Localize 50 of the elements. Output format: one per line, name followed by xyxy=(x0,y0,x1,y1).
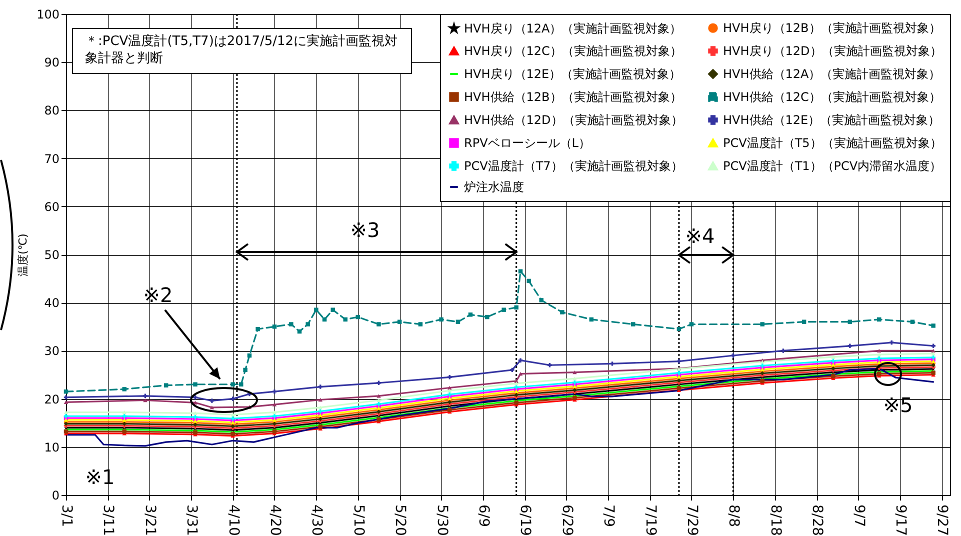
y-tick-label: 100 xyxy=(36,8,60,22)
y-tick-label: 20 xyxy=(44,392,60,406)
x-tick-label: 8/28 xyxy=(809,504,826,536)
y-tick-label: 40 xyxy=(44,296,60,310)
legend-label: HVH戻り（12A）（実施計画監視対象） xyxy=(464,21,682,36)
legend-label: PCV温度計（T1）（PCV内滞留水温度） xyxy=(723,159,942,173)
x-tick-label: 9/27 xyxy=(934,504,950,536)
y-tick-label: 60 xyxy=(44,200,60,214)
x-tick-label: 5/30 xyxy=(434,504,450,536)
legend-label: HVH供給（12D）（実施計画監視対象） xyxy=(464,113,683,127)
x-tick-label: 7/29 xyxy=(684,504,700,536)
x-tick-label: 6/19 xyxy=(517,504,534,536)
y-tick-label: 10 xyxy=(44,440,60,454)
legend-label: HVH戻り（12D）（実施計画監視対象） xyxy=(723,44,942,58)
legend-label: RPVベローシール（L） xyxy=(464,136,590,150)
legend-label: HVH戻り（12C）（実施計画監視対象） xyxy=(464,44,682,58)
y-tick-label: 0 xyxy=(52,488,60,502)
legend-label: PCV温度計（T5）（実施計画監視対象） xyxy=(723,136,942,150)
x-tick-label: 9/7 xyxy=(850,504,867,528)
y-tick-label: 80 xyxy=(44,104,60,118)
y-tick-label: 30 xyxy=(44,344,60,358)
x-tick-label: 7/19 xyxy=(642,504,658,536)
x-tick-label: 4/20 xyxy=(266,504,283,536)
y-tick-label: 50 xyxy=(44,248,60,262)
legend-label: HVH戻り（12E）（実施計画監視対象） xyxy=(464,67,682,81)
x-tick-label: 7/9 xyxy=(600,504,617,528)
x-tick-label: 6/29 xyxy=(558,504,575,536)
x-tick-label: 5/10 xyxy=(350,504,366,536)
legend-label: HVH供給（12C）（実施計画監視対象） xyxy=(723,90,941,104)
x-tick-label: 8/8 xyxy=(726,504,742,528)
legend-label: HVH供給（12E）（実施計画監視対象） xyxy=(723,113,940,127)
y-tick-label: 70 xyxy=(44,152,60,166)
x-tick-label: 5/20 xyxy=(392,504,408,536)
x-tick-label: 3/1 xyxy=(58,504,74,528)
x-tick-label: 3/31 xyxy=(184,504,200,536)
x-tick-label: 3/21 xyxy=(142,504,158,536)
legend-label: 炉注水温度 xyxy=(464,180,524,194)
legend-label: HVH供給（12A）（実施計画監視対象） xyxy=(723,67,941,81)
y-tick-label: 90 xyxy=(44,56,60,70)
x-tick-label: 3/11 xyxy=(100,504,116,536)
legend-label: PCV温度計（T7）（実施計画監視対象） xyxy=(464,159,683,173)
x-tick-label: 9/17 xyxy=(892,504,908,536)
annotation: ＊:PCV温度計(T5,T7)は2017/5/12に実施計画監視対象計器と判断 xyxy=(72,28,412,74)
x-tick-label: 4/10 xyxy=(225,504,242,536)
x-tick-label: 6/9 xyxy=(475,504,492,528)
x-tick-label: 8/18 xyxy=(767,504,784,536)
x-tick-label: 4/30 xyxy=(308,504,325,536)
legend-label: HVH供給（12B）（実施計画監視対象） xyxy=(464,90,682,104)
y-axis-title: 温度(℃) xyxy=(16,234,30,276)
legend-label: HVH戻り（12B）（実施計画監視対象） xyxy=(723,21,941,36)
